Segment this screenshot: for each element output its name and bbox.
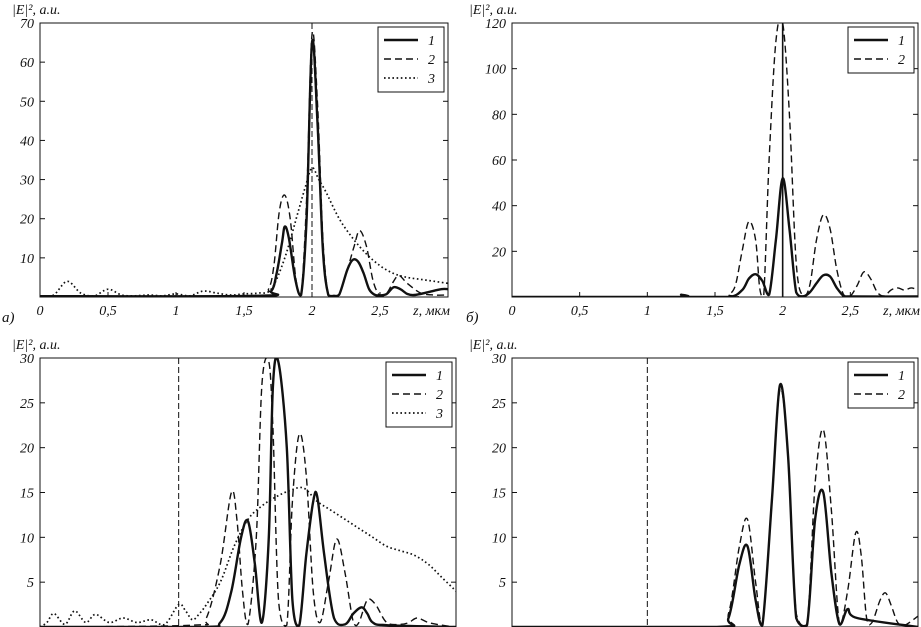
y-tick-label: 25 — [20, 397, 34, 412]
legend: 1 2 3 — [385, 361, 453, 428]
y-tick-label: 10 — [20, 252, 34, 267]
y-tick-label: 30 — [19, 352, 34, 367]
y-tick-label: 50 — [20, 95, 34, 110]
legend-label-2: 2 — [898, 53, 905, 68]
series-1-line — [512, 177, 918, 297]
y-axis-label: |E|², a.u. — [469, 3, 517, 18]
y-tick-label: 60 — [20, 56, 34, 71]
series-2-line — [40, 358, 456, 627]
x-tick-label: 2 — [309, 304, 316, 319]
panel-b-letter: б) — [466, 310, 479, 326]
legend-box — [847, 26, 915, 74]
x-axis-label: z, мкм — [412, 304, 450, 319]
y-tick-label: 25 — [492, 397, 506, 412]
y-tick-label: 20 — [20, 442, 34, 457]
x-tick-label: 0 — [37, 304, 44, 319]
y-tick-label: 10 — [20, 531, 34, 546]
chart-panel-2: |E|², a.u. 20 40 60 80 100 120 0 0,5 1 1,5 2 2,5 z, м… — [469, 3, 920, 319]
svg-text:а): а) — [2, 310, 15, 326]
series-1-line — [40, 358, 456, 627]
legend-label-1: 1 — [436, 369, 443, 384]
y-tick-label: 15 — [20, 487, 34, 502]
y-axis-label: |E|², a.u. — [469, 338, 517, 353]
series-3-line — [40, 166, 448, 297]
x-tick-label: 2 — [779, 304, 786, 319]
y-tick-label: 5 — [499, 576, 506, 591]
y-tick-label: 30 — [19, 174, 34, 189]
legend-label-2: 2 — [428, 53, 435, 68]
series-1-line — [512, 382, 918, 627]
y-axis-label: |E|², a.u. — [12, 338, 60, 353]
legend-label-1: 1 — [428, 34, 435, 49]
chart-panel-1: |E|², a.u. 10 20 30 40 50 60 70 0 0,5 1 1,5 2 2,5 z, м… — [12, 3, 450, 319]
y-tick-label: 15 — [492, 487, 506, 502]
x-tick-label: 2,5 — [371, 304, 389, 319]
series-2-line — [40, 30, 448, 297]
y-tick-label: 70 — [20, 17, 34, 32]
legend: 1 2 3 — [377, 26, 445, 93]
x-tick-label: 1,5 — [706, 304, 724, 319]
legend-label-3: 3 — [435, 407, 443, 422]
series-2-line — [512, 387, 918, 627]
x-tick-label: 2,5 — [842, 304, 860, 319]
chart-panel-3: |E|², a.u. 5 10 15 20 25 30 1 2 3 — [12, 338, 457, 627]
legend: 12 — [847, 361, 915, 409]
y-tick-label: 20 — [20, 213, 34, 228]
y-tick-label: 60 — [492, 154, 506, 169]
x-axis-label: z, мкм — [882, 304, 920, 319]
panel-a-letter: а) — [2, 310, 15, 326]
legend-label-1: 1 — [898, 34, 905, 49]
y-tick-label: 20 — [492, 245, 506, 260]
y-tick-label: 80 — [492, 108, 506, 123]
y-tick-label: 40 — [20, 134, 34, 149]
y-axis-label: |E|², a.u. — [12, 3, 60, 18]
legend-label-3: 3 — [427, 72, 435, 87]
x-tick-label: 0 — [509, 304, 516, 319]
svg-text:б): б) — [466, 310, 479, 326]
legend-label-2: 2 — [436, 388, 443, 403]
y-tick-label: 40 — [492, 200, 506, 215]
x-tick-label: 1,5 — [235, 304, 253, 319]
legend: 12 — [847, 26, 915, 74]
y-tick-label: 100 — [485, 63, 506, 78]
x-tick-label: 1 — [644, 304, 651, 319]
y-tick-label: 20 — [492, 442, 506, 457]
y-tick-label: 10 — [492, 531, 506, 546]
y-tick-label: 5 — [27, 576, 34, 591]
series-2-line — [512, 23, 918, 297]
series-3-line — [40, 486, 456, 627]
x-tick-label: 0,5 — [571, 304, 589, 319]
x-tick-label: 1 — [173, 304, 180, 319]
legend-label-1: 1 — [898, 369, 905, 384]
legend-box — [847, 361, 915, 409]
y-tick-label: 30 — [491, 352, 506, 367]
y-tick-label: 120 — [485, 17, 506, 32]
legend-label-2: 2 — [898, 388, 905, 403]
x-tick-label: 0,5 — [99, 304, 117, 319]
